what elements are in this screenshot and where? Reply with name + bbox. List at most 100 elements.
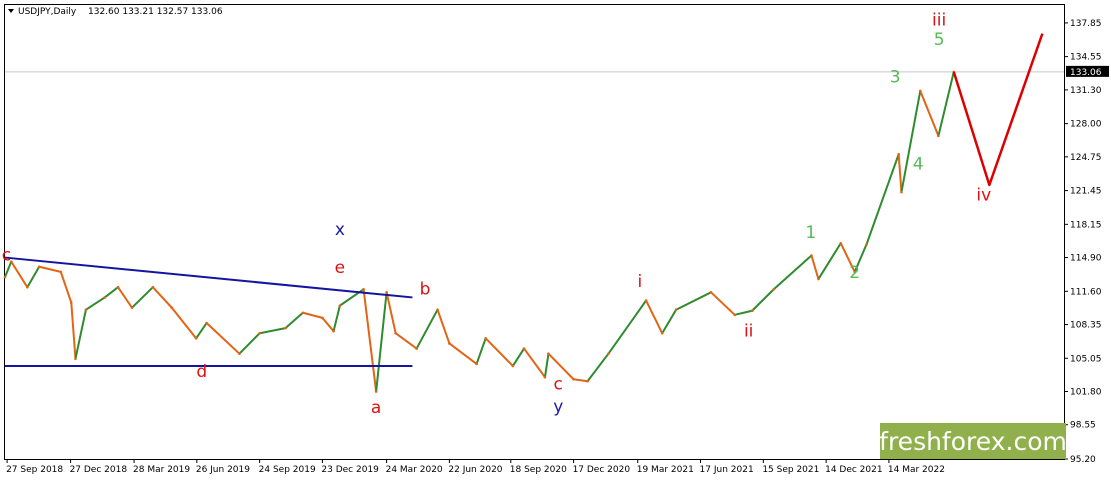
price-segment: [321, 316, 335, 333]
price-point: [130, 306, 134, 309]
x-tick-label: 14 Dec 2021: [825, 465, 883, 475]
price-point: [660, 331, 664, 335]
price-segment: [436, 308, 451, 345]
price-point: [362, 287, 365, 291]
chart-header: USDJPY,Daily 132.60 133.21 132.57 133.06: [8, 7, 223, 17]
price-segment: [900, 89, 922, 194]
price-point: [448, 342, 451, 345]
x-tick-label: 15 Sep 2021: [762, 465, 819, 475]
price-segment: [332, 304, 341, 333]
wave-label-1: 1: [805, 223, 816, 243]
price-segment: [543, 352, 550, 379]
price-segment: [710, 291, 736, 316]
price-segment: [839, 242, 856, 273]
price-point: [900, 190, 903, 194]
watermark-box: [880, 423, 1066, 459]
price-segment: [301, 311, 324, 319]
price-point: [817, 277, 820, 281]
x-axis: 27 Sep 2018 27 Dec 2018 28 Mar 2019 26 Jun …: [6, 459, 945, 475]
price-point: [415, 347, 418, 350]
price-point: [733, 313, 737, 317]
x-tick-label: 24 Sep 2019: [259, 465, 316, 475]
price-segment: [919, 89, 940, 137]
price-segment: [661, 308, 678, 335]
y-tick-label: 98.55: [1070, 421, 1096, 431]
wave-label-y: y: [553, 397, 563, 417]
y-axis: 137.85 134.55 131.30 128.00 124.75 121.45 118.…: [1064, 19, 1102, 465]
x-tick-label: 26 Jun 2019: [196, 465, 250, 475]
y-tick-label: 131.30: [1070, 86, 1102, 96]
price-point: [116, 285, 120, 289]
price-point: [321, 316, 324, 320]
price-segment: [284, 311, 304, 330]
price-segment: [238, 332, 261, 355]
price-point: [475, 362, 478, 366]
triangle-down-icon: [8, 9, 14, 13]
trendline: [4, 256, 413, 299]
price-point: [238, 352, 241, 355]
price-point: [865, 242, 868, 246]
y-tick-label: 118.15: [1070, 220, 1102, 230]
wave-label-iii: iii: [932, 10, 946, 30]
price-segment: [170, 306, 198, 340]
price-segment: [607, 299, 648, 355]
watermark: freshforex.com: [879, 423, 1067, 459]
price-segment: [103, 286, 120, 299]
price-point: [937, 134, 940, 138]
wave-label-5: 5: [934, 30, 945, 50]
price-point: [170, 306, 174, 309]
price-segment: [362, 288, 378, 393]
price-point: [607, 352, 610, 355]
y-tick-label: 134.55: [1070, 53, 1102, 63]
price-point: [674, 308, 678, 312]
price-point: [69, 301, 73, 304]
price-point: [205, 321, 208, 325]
trendlines: [4, 256, 413, 367]
price-point: [301, 311, 305, 315]
price-segment: [375, 291, 388, 393]
price-segment: [394, 332, 418, 350]
y-tick-label: 95.20: [1070, 455, 1096, 465]
price-segment: [937, 70, 955, 137]
price-segment: [195, 322, 208, 340]
ohlc-label: 132.60 133.21 132.57 133.06: [88, 7, 223, 17]
current-price-tag-box: [1066, 65, 1109, 77]
wave-label-iv: iv: [976, 185, 991, 205]
watermark-text: freshforex.com: [879, 427, 1067, 456]
wave-label-ii: ii: [744, 321, 753, 341]
x-tick-label: 23 Dec 2019: [321, 465, 379, 475]
price-segment: [258, 327, 287, 335]
price-segment: [117, 286, 133, 309]
price-point: [484, 337, 487, 340]
price-segment: [448, 342, 478, 365]
price-point: [586, 379, 589, 383]
price-segment: [484, 337, 514, 367]
projection-line: [952, 33, 1044, 187]
wave-label-e: e: [335, 258, 345, 278]
wave-label-c: c: [2, 246, 11, 266]
price-segment: [733, 309, 754, 316]
price-segment: [675, 291, 712, 311]
price-point: [338, 304, 342, 307]
price-point: [3, 275, 7, 279]
price-segment: [645, 299, 664, 335]
price-segment: [4, 260, 13, 278]
price-segment: [547, 352, 575, 381]
x-tick-label: 28 Mar 2019: [133, 465, 190, 475]
price-point: [810, 254, 813, 257]
price-segment: [817, 242, 842, 281]
price-point: [853, 270, 857, 274]
symbol-label: USDJPY,Daily: [18, 7, 77, 17]
y-tick-label: 108.35: [1070, 321, 1102, 331]
x-tick-label: 18 Sep 2020: [510, 465, 567, 475]
price-segment: [74, 308, 87, 360]
current-price-tag: 133.06: [1066, 65, 1109, 78]
price-segment: [38, 265, 62, 273]
price-segment: [586, 352, 610, 383]
price-point: [394, 331, 397, 335]
price-segment: [853, 243, 868, 273]
price-point: [897, 152, 900, 156]
